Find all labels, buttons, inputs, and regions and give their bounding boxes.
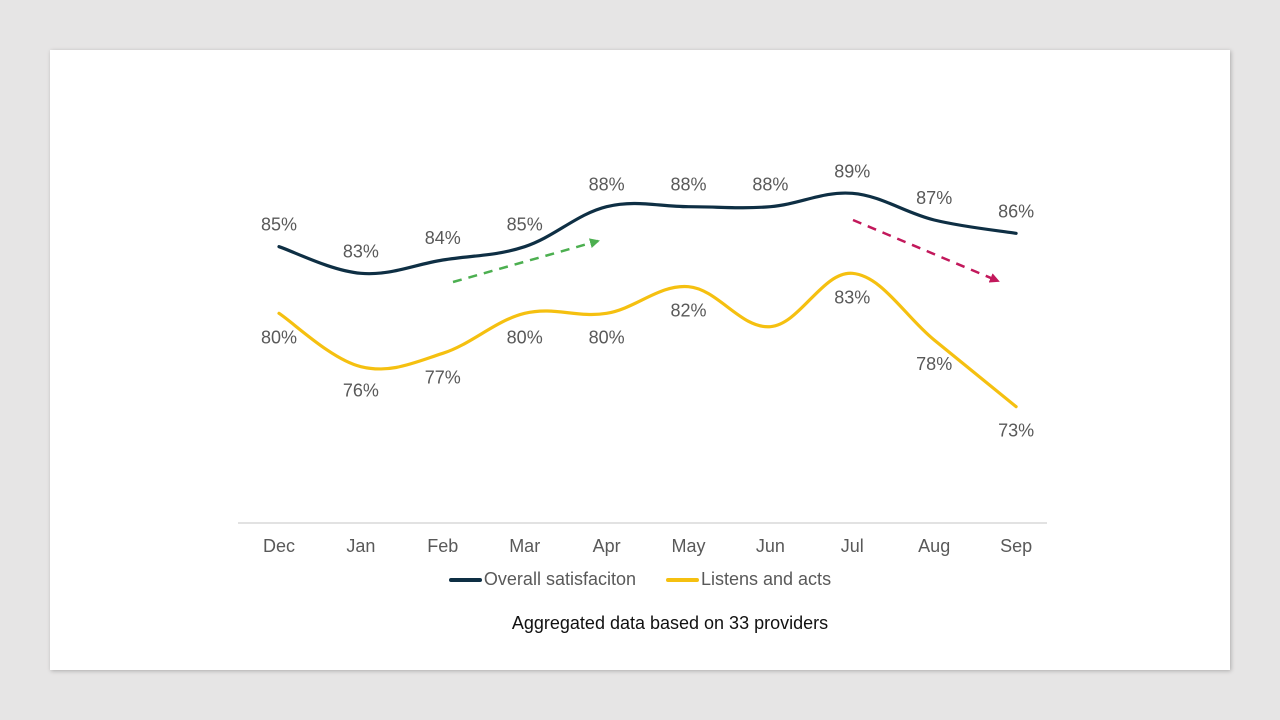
legend-item-overall: Overall satisfaciton: [448, 569, 636, 590]
legend-label-overall: Overall satisfaciton: [483, 569, 636, 589]
legend-item-listens: Listens and acts: [665, 569, 832, 590]
data-label: 76%: [343, 381, 379, 401]
x-tick-label: Jun: [756, 536, 785, 556]
chart-caption: Aggregated data based on 33 providers: [511, 613, 829, 633]
data-label: 82%: [670, 301, 706, 321]
data-label: 73%: [998, 421, 1034, 441]
trend-down-arrow: [852, 218, 1000, 283]
x-tick-label: Apr: [593, 536, 621, 556]
data-label: 83%: [834, 287, 870, 307]
data-label: 85%: [507, 215, 543, 235]
data-label: 86%: [998, 201, 1034, 221]
x-tick-label: Sep: [1000, 536, 1032, 556]
x-tick-label: Aug: [918, 536, 950, 556]
data-label: 84%: [425, 228, 461, 248]
data-label: 88%: [670, 175, 706, 195]
data-label: 77%: [425, 367, 461, 387]
data-label: 88%: [752, 175, 788, 195]
series-line-listens: [277, 271, 1018, 409]
x-tick-label: Dec: [263, 536, 295, 556]
slide-canvas: [50, 50, 1230, 670]
legend-swatch-listens: [665, 577, 699, 582]
x-tick-label: Jan: [346, 536, 375, 556]
x-tick-label: Jul: [841, 536, 864, 556]
data-label: 80%: [507, 327, 543, 347]
data-label: 83%: [343, 241, 379, 261]
data-label: 78%: [916, 354, 952, 374]
x-tick-label: Mar: [509, 536, 540, 556]
data-label: 89%: [834, 161, 870, 181]
legend-label-listens: Listens and acts: [700, 569, 832, 589]
series-line-overall: [277, 191, 1018, 276]
data-label: 80%: [589, 327, 625, 347]
data-label: 88%: [589, 175, 625, 195]
legend-swatch-overall: [448, 577, 482, 582]
data-label: 80%: [261, 327, 297, 347]
x-tick-label: Feb: [427, 536, 458, 556]
data-label: 85%: [261, 215, 297, 235]
x-tick-label: May: [671, 536, 705, 556]
chart-legend: Overall satisfaciton Listens and acts: [0, 569, 1280, 590]
data-label: 87%: [916, 188, 952, 208]
